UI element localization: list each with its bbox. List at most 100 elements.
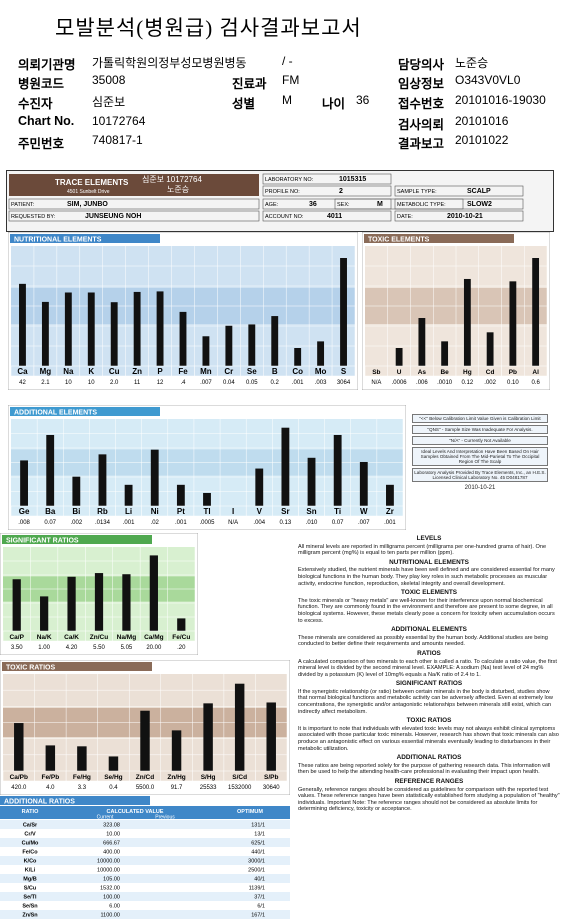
note: "<<" Below Calibration Limit Value Given… bbox=[412, 414, 548, 423]
value: .010 bbox=[306, 520, 318, 526]
bar bbox=[203, 492, 211, 506]
value: 25533 bbox=[200, 785, 217, 791]
bar bbox=[441, 341, 449, 366]
cell: 131/1 bbox=[251, 823, 265, 829]
value: .007 bbox=[358, 520, 370, 526]
section-heading: REFERENCE RANGES bbox=[394, 778, 464, 785]
cell: Cr/V bbox=[24, 832, 36, 838]
field-label: 주민번호 bbox=[18, 137, 65, 151]
symbol: Hg bbox=[463, 369, 472, 376]
row-bg bbox=[0, 883, 290, 892]
bar bbox=[248, 324, 256, 366]
value: 42 bbox=[19, 380, 26, 386]
cell: 40/1 bbox=[254, 877, 265, 883]
bar bbox=[46, 434, 55, 506]
bar bbox=[177, 618, 186, 631]
field-label: Chart No. bbox=[18, 114, 75, 128]
field-box bbox=[8, 210, 260, 222]
bar bbox=[45, 745, 56, 771]
value: .20 bbox=[177, 645, 186, 651]
bar bbox=[281, 427, 290, 506]
bar bbox=[20, 460, 28, 506]
value: .0010 bbox=[437, 380, 453, 386]
bar bbox=[532, 258, 540, 366]
value: 3.3 bbox=[78, 785, 87, 791]
symbol: Na bbox=[63, 367, 74, 376]
symbol: Mo bbox=[315, 367, 327, 376]
symbol: Na/K bbox=[37, 634, 52, 641]
bar bbox=[110, 302, 118, 366]
value: 1532000 bbox=[228, 785, 252, 791]
value: .001 bbox=[175, 520, 187, 526]
symbol: Se bbox=[247, 367, 257, 376]
value: .4 bbox=[180, 380, 186, 386]
value: .002 bbox=[484, 380, 496, 386]
symbol: K bbox=[88, 367, 94, 376]
cell: 10000.00 bbox=[97, 868, 120, 874]
logo-address: 4501 Sunbelt Drive bbox=[67, 189, 110, 195]
field-label: LABORATORY NO: bbox=[265, 177, 314, 183]
section-heading: TOXIC ELEMENTS bbox=[401, 589, 457, 597]
row-bg bbox=[0, 901, 290, 910]
symbol: P bbox=[157, 367, 163, 376]
bar bbox=[386, 484, 394, 506]
row-bg bbox=[0, 874, 290, 883]
note: Ideal Levels And Interpretation Have Bee… bbox=[412, 447, 548, 466]
field-label: SAMPLE TYPE: bbox=[397, 189, 437, 195]
field-value: 20101016 bbox=[455, 114, 509, 128]
value: 5.05 bbox=[121, 645, 133, 651]
value: 0.6 bbox=[531, 380, 540, 386]
field-value: 가톨릭학원의정부성모병원병동 bbox=[92, 56, 247, 70]
cell: 3000/1 bbox=[248, 859, 265, 865]
title-bar bbox=[0, 796, 150, 805]
value: 420.0 bbox=[11, 785, 27, 791]
symbol-cell bbox=[524, 365, 548, 377]
field-value: 36 bbox=[356, 93, 370, 107]
symbol: S/Pb bbox=[264, 774, 278, 781]
row-bg bbox=[0, 892, 290, 901]
field-value: 35008 bbox=[92, 73, 126, 87]
cell: K/Co bbox=[24, 859, 37, 865]
field-label: 임상정보 bbox=[398, 77, 445, 91]
bar bbox=[294, 348, 302, 366]
subcolumn-header: Previous bbox=[155, 815, 175, 821]
table-head bbox=[0, 806, 290, 819]
bar bbox=[234, 683, 245, 771]
symbol: Fe/Hg bbox=[73, 774, 91, 781]
cell: 1100.00 bbox=[101, 913, 120, 919]
logo: TRACE ELEMENTS bbox=[55, 178, 129, 187]
significant_ratios-panel: SIGNIFICANT RATIOS Ca/P 3.50 Na/K 1.00 Ca/K 4.… bbox=[0, 533, 198, 655]
toxic_ratios-panel: TOXIC RATIOS Ca/Pb 420.0 Fe/Pb 4.0 Fe/Hg 3.3 Se… bbox=[0, 660, 290, 795]
symbol: S/Cd bbox=[232, 774, 247, 781]
field-label: ACCOUNT NO: bbox=[265, 214, 304, 220]
logo-bar bbox=[9, 174, 259, 196]
symbol: Fe bbox=[178, 367, 188, 376]
panel-title: NUTRITIONAL ELEMENTS bbox=[14, 237, 102, 244]
subcolumn-header: Current bbox=[97, 815, 114, 821]
bar bbox=[486, 332, 494, 366]
section-text: These minerals are considered as possibl… bbox=[298, 634, 548, 648]
cell: Se/Tl bbox=[23, 895, 37, 901]
cell: Zn/Sn bbox=[22, 913, 38, 919]
field-value: 20101022 bbox=[455, 133, 509, 147]
bar bbox=[463, 278, 471, 366]
symbol: Li bbox=[125, 507, 132, 516]
value: .001 bbox=[384, 520, 396, 526]
section-text: It is important to note that individuals… bbox=[298, 725, 559, 752]
section-text: A calculated comparison of two minerals … bbox=[298, 658, 557, 678]
column-header: OPTIMUM bbox=[237, 809, 263, 815]
note: "QNS" - Sample Size Was Inadequate For A… bbox=[412, 425, 548, 434]
note: "N/A" - Currently Not Available bbox=[412, 436, 548, 445]
symbol-cell bbox=[167, 630, 196, 642]
title-bar bbox=[364, 234, 514, 243]
bar bbox=[64, 292, 72, 366]
symbol: Cd bbox=[486, 369, 495, 376]
bar bbox=[87, 292, 95, 366]
report-title: 모발분석(병원급) 검사결과보고서 bbox=[55, 16, 362, 40]
symbol: Zn/Cu bbox=[90, 634, 108, 641]
panel-title: SIGNIFICANT RATIOS bbox=[6, 538, 79, 545]
field-label: SEX: bbox=[337, 202, 350, 208]
additional-panel: ADDITIONAL ELEMENTS Ge .008 Ba 0.07 Bi .002 Rb.… bbox=[8, 405, 406, 530]
toxic-panel: TOXIC ELEMENTS Sb N/A U .0006 As .006 Be .0010 Hg… bbox=[362, 232, 550, 390]
field-label: 의뢰기관명 bbox=[18, 58, 76, 72]
